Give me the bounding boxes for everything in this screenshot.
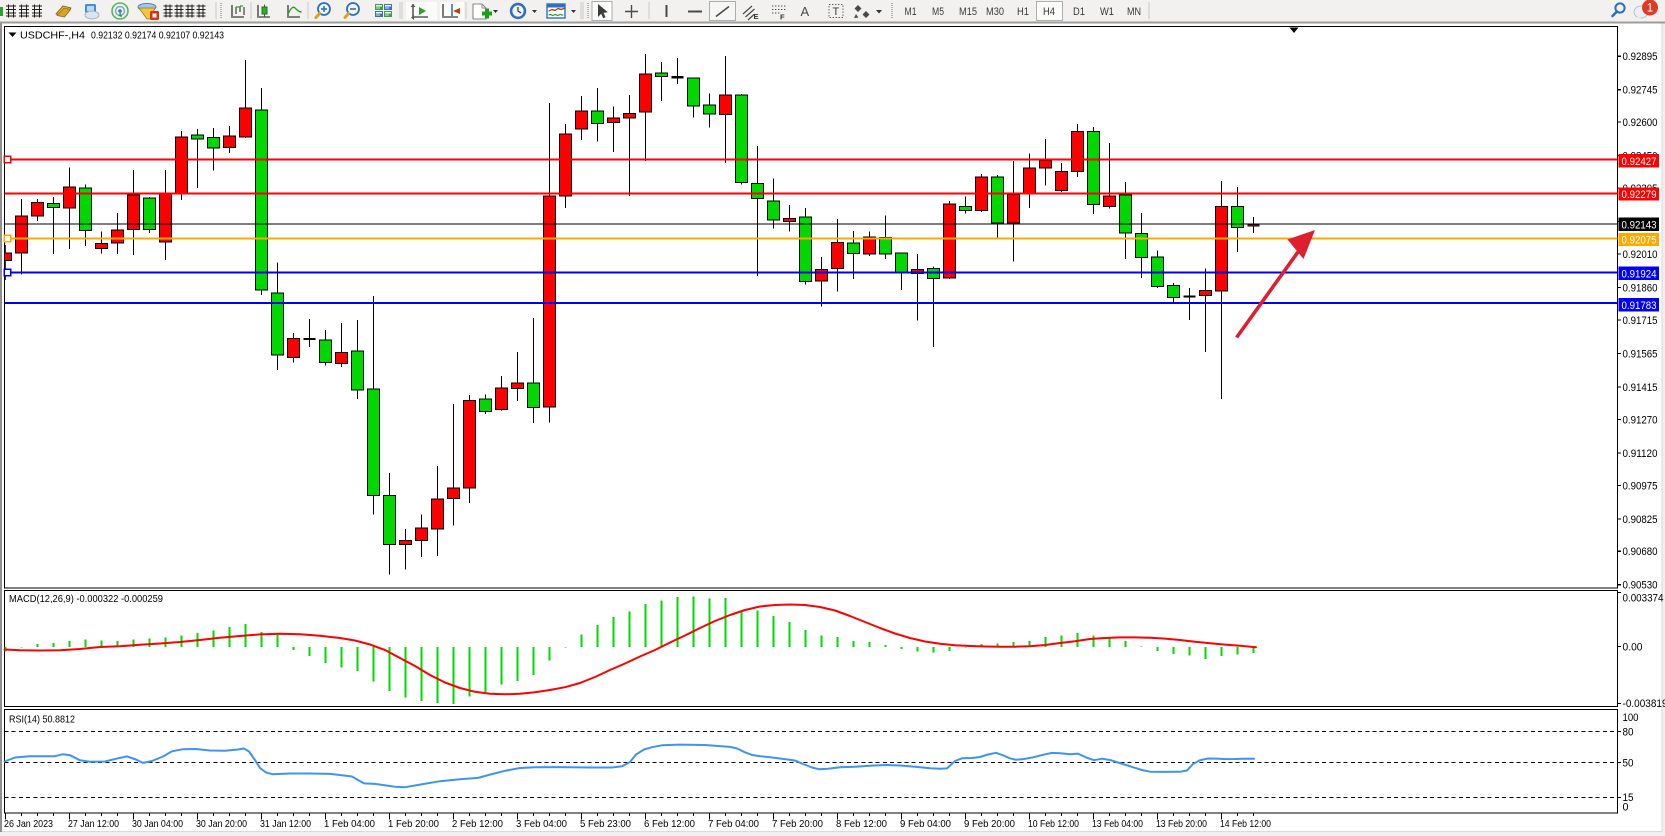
svg-text:M1: M1 [905,6,917,18]
svg-text:0.92279: 0.92279 [1622,189,1657,201]
svg-text:9 Feb 20:00: 9 Feb 20:00 [964,818,1015,830]
svg-text:0.91860: 0.91860 [1623,283,1658,295]
svg-text:30 Jan 04:00: 30 Jan 04:00 [132,818,183,830]
svg-text:100: 100 [1623,712,1639,724]
svg-text:T: T [833,6,840,18]
svg-text:13 Feb 20:00: 13 Feb 20:00 [1156,818,1207,830]
svg-text:0.90825: 0.90825 [1623,514,1658,526]
svg-text:14 Feb 12:00: 14 Feb 12:00 [1220,818,1271,830]
svg-text:0.92600: 0.92600 [1623,117,1658,129]
svg-text:0.00: 0.00 [1623,641,1643,653]
svg-text:W1: W1 [1100,6,1114,18]
svg-text:1 Feb 04:00: 1 Feb 04:00 [324,818,375,830]
svg-text:MACD(12,26,9) -0.000322 -0.000: MACD(12,26,9) -0.000322 -0.000259 [9,593,163,605]
svg-text:M30: M30 [986,6,1004,18]
svg-text:0.91783: 0.91783 [1622,300,1657,312]
svg-text:RSI(14) 50.8812: RSI(14) 50.8812 [9,714,75,726]
svg-text:USDCHF-,H4: USDCHF-,H4 [20,30,85,42]
svg-text:0.92075: 0.92075 [1622,235,1657,247]
svg-text:D1: D1 [1073,6,1085,18]
svg-text:27 Jan 12:00: 27 Jan 12:00 [68,818,119,830]
svg-text:26 Jan 2023: 26 Jan 2023 [4,818,53,830]
svg-text:31 Jan 12:00: 31 Jan 12:00 [260,818,311,830]
svg-text:50: 50 [1623,758,1634,770]
svg-text:MN: MN [1127,6,1141,18]
svg-text:2 Feb 12:00: 2 Feb 12:00 [452,818,503,830]
svg-text:-0.003819: -0.003819 [1623,698,1665,710]
svg-text:1: 1 [1647,3,1653,15]
svg-text:7 Feb 20:00: 7 Feb 20:00 [772,818,823,830]
svg-text:0.91270: 0.91270 [1623,414,1658,426]
svg-text:A: A [801,4,810,19]
svg-text:0: 0 [1623,802,1629,814]
svg-text:7 Feb 04:00: 7 Feb 04:00 [708,818,759,830]
svg-text:E: E [754,12,759,21]
svg-text:15: 15 [1623,792,1634,804]
svg-text:0.91924: 0.91924 [1622,268,1657,280]
svg-text:H1: H1 [1017,6,1029,18]
svg-text:10 Feb 12:00: 10 Feb 12:00 [1028,818,1079,830]
svg-text:0.92143: 0.92143 [1622,219,1657,231]
svg-text:0.92132 0.92174 0.92107 0.9214: 0.92132 0.92174 0.92107 0.92143 [91,30,224,42]
svg-text:13 Feb 04:00: 13 Feb 04:00 [1092,818,1143,830]
svg-text:0.92895: 0.92895 [1623,51,1658,63]
svg-text:80: 80 [1623,727,1634,739]
svg-text:0.92427: 0.92427 [1622,156,1657,168]
svg-text:0.91565: 0.91565 [1623,349,1658,361]
svg-text:0.91415: 0.91415 [1623,382,1658,394]
svg-text:0.92010: 0.92010 [1623,249,1658,261]
svg-text:F: F [780,13,785,22]
svg-text:0.91120: 0.91120 [1623,448,1658,460]
svg-text:0.90530: 0.90530 [1623,580,1658,592]
svg-text:8 Feb 12:00: 8 Feb 12:00 [836,818,887,830]
svg-text:0.91715: 0.91715 [1623,315,1658,327]
svg-text:30 Jan 20:00: 30 Jan 20:00 [196,818,247,830]
svg-text:M15: M15 [959,6,977,18]
svg-text:0.003374: 0.003374 [1623,593,1664,605]
svg-text:6 Feb 12:00: 6 Feb 12:00 [644,818,695,830]
svg-text:1 Feb 20:00: 1 Feb 20:00 [388,818,439,830]
svg-text:3 Feb 04:00: 3 Feb 04:00 [516,818,567,830]
svg-text:H4: H4 [1043,6,1055,18]
svg-text:9 Feb 04:00: 9 Feb 04:00 [900,818,951,830]
svg-text:0.92745: 0.92745 [1623,85,1658,97]
svg-text:5 Feb 23:00: 5 Feb 23:00 [580,818,631,830]
svg-text:0.90680: 0.90680 [1623,546,1658,558]
svg-text:M5: M5 [932,6,944,18]
svg-text:0.90975: 0.90975 [1623,480,1658,492]
